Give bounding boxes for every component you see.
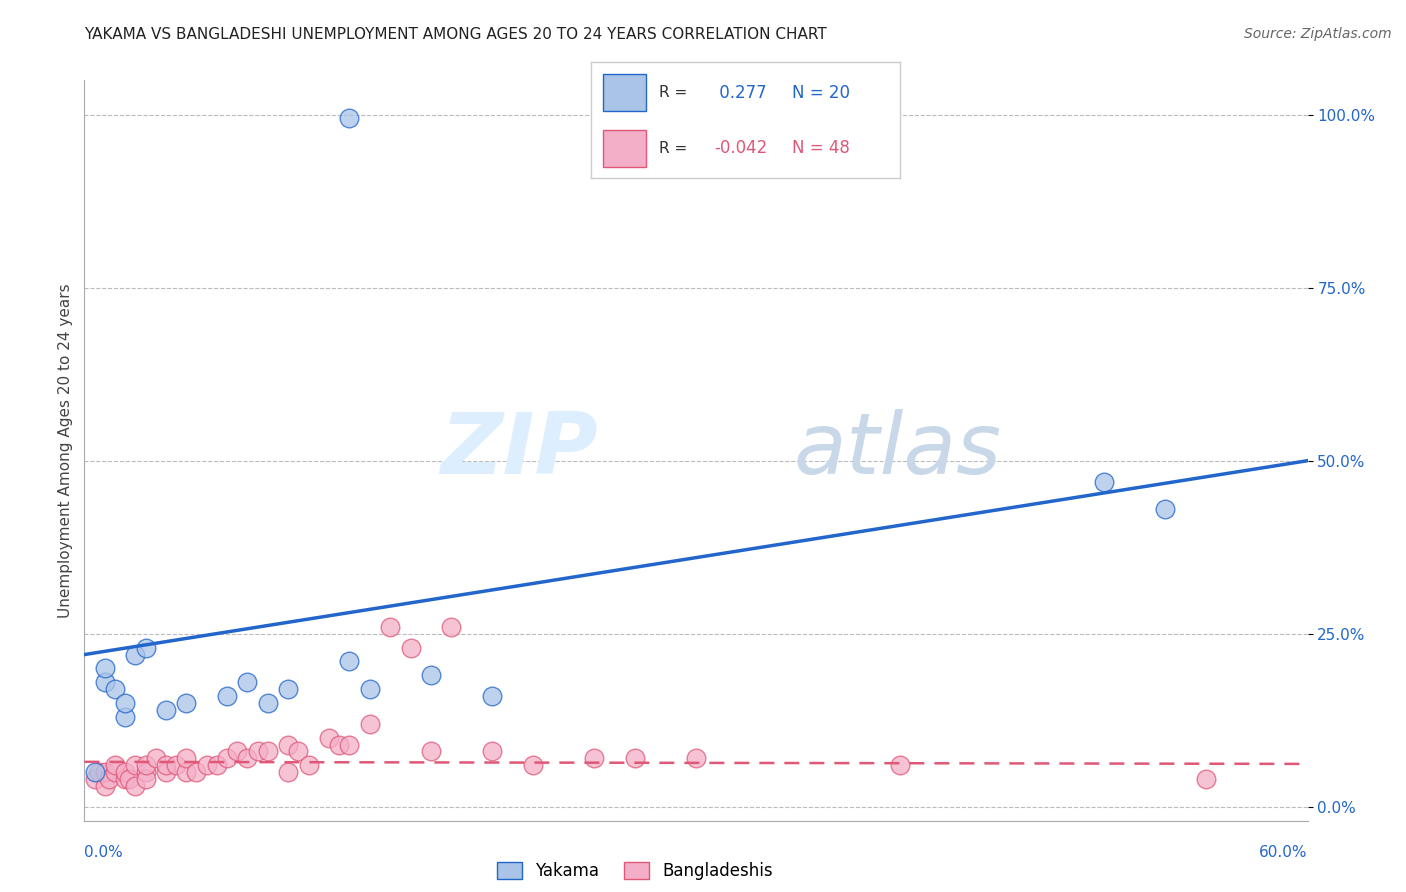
Point: [226, 744, 249, 758]
Point: [165, 758, 187, 772]
Point: [481, 744, 503, 758]
Point: [124, 758, 146, 772]
Point: [114, 765, 136, 780]
Point: [582, 751, 605, 765]
Point: [93, 779, 115, 793]
Text: atlas: atlas: [794, 409, 1002, 492]
Point: [87, 765, 110, 780]
Point: [481, 689, 503, 703]
Point: [174, 696, 197, 710]
Point: [114, 696, 136, 710]
Point: [145, 751, 167, 765]
Point: [420, 668, 443, 682]
Point: [889, 758, 911, 772]
Legend: Yakama, Bangladeshis: Yakama, Bangladeshis: [491, 855, 779, 887]
Point: [339, 112, 360, 126]
Point: [155, 765, 177, 780]
Point: [93, 661, 115, 675]
Point: [246, 744, 269, 758]
Text: R =: R =: [658, 85, 686, 100]
Text: YAKAMA VS BANGLADESHI UNEMPLOYMENT AMONG AGES 20 TO 24 YEARS CORRELATION CHART: YAKAMA VS BANGLADESHI UNEMPLOYMENT AMONG…: [84, 27, 827, 42]
Point: [205, 758, 228, 772]
Text: R =: R =: [658, 141, 686, 156]
Point: [118, 772, 141, 786]
Point: [135, 640, 157, 655]
Point: [685, 751, 707, 765]
Point: [104, 682, 127, 697]
Point: [135, 765, 157, 780]
Point: [104, 765, 127, 780]
Point: [135, 772, 157, 786]
Point: [174, 751, 197, 765]
Point: [420, 744, 443, 758]
Point: [135, 758, 157, 772]
Point: [104, 758, 127, 772]
Point: [1195, 772, 1218, 786]
Text: N = 20: N = 20: [792, 84, 849, 102]
Point: [236, 751, 259, 765]
Point: [359, 716, 381, 731]
Text: 0.0%: 0.0%: [84, 845, 124, 860]
Point: [97, 772, 120, 786]
Point: [298, 758, 321, 772]
Text: N = 48: N = 48: [792, 139, 849, 157]
Point: [1092, 475, 1115, 489]
Point: [624, 751, 647, 765]
Point: [93, 675, 115, 690]
Point: [186, 765, 208, 780]
Text: -0.042: -0.042: [714, 139, 768, 157]
Point: [236, 675, 259, 690]
Y-axis label: Unemployment Among Ages 20 to 24 years: Unemployment Among Ages 20 to 24 years: [58, 283, 73, 618]
FancyBboxPatch shape: [603, 74, 647, 112]
Text: 0.277: 0.277: [714, 84, 766, 102]
Point: [359, 682, 381, 697]
Point: [440, 620, 463, 634]
Point: [522, 758, 544, 772]
Text: 60.0%: 60.0%: [1260, 845, 1308, 860]
Point: [217, 689, 239, 703]
Point: [287, 744, 309, 758]
Point: [1153, 502, 1175, 516]
Point: [339, 738, 360, 752]
Point: [114, 710, 136, 724]
Point: [93, 765, 115, 780]
Point: [195, 758, 218, 772]
Point: [174, 765, 197, 780]
Point: [257, 696, 280, 710]
Text: ZIP: ZIP: [440, 409, 598, 492]
Point: [380, 620, 402, 634]
Point: [83, 772, 105, 786]
Point: [124, 779, 146, 793]
Point: [318, 731, 340, 745]
Point: [339, 655, 360, 669]
Point: [83, 765, 105, 780]
FancyBboxPatch shape: [603, 129, 647, 167]
Point: [217, 751, 239, 765]
Point: [155, 758, 177, 772]
Point: [277, 682, 299, 697]
Point: [155, 703, 177, 717]
Point: [114, 772, 136, 786]
Text: Source: ZipAtlas.com: Source: ZipAtlas.com: [1244, 27, 1392, 41]
Point: [124, 648, 146, 662]
Point: [277, 738, 299, 752]
Point: [328, 738, 350, 752]
Point: [257, 744, 280, 758]
Point: [277, 765, 299, 780]
Point: [399, 640, 422, 655]
